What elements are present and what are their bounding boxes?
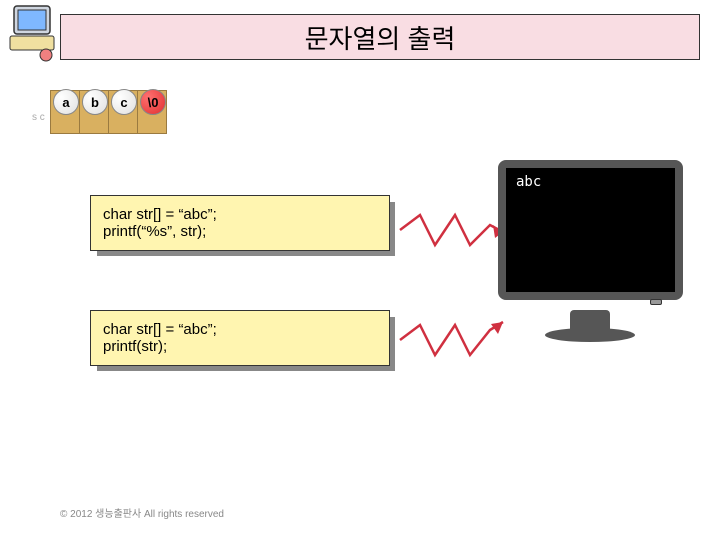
monitor-screen: abc: [498, 160, 683, 300]
corner-pc-icon: [8, 2, 62, 62]
array-cell: a: [50, 90, 80, 134]
monitor-stand: [570, 310, 610, 330]
monitor-output: abc: [516, 174, 541, 190]
array-illustration: s c a b c \0: [50, 90, 166, 134]
copyright-text: © 2012 생능출판사 All rights reserved: [60, 505, 224, 520]
code-line: printf(str);: [103, 338, 377, 355]
monitor-knob-icon: [650, 299, 662, 305]
array-cell: b: [79, 90, 109, 134]
code-line: char str[] = “abc”;: [103, 321, 377, 338]
array-cell-value: c: [111, 89, 137, 115]
array-cell-value: a: [53, 89, 79, 115]
array-cell: \0: [137, 90, 167, 134]
array-side-label: s c: [32, 112, 45, 123]
code-block-2: char str[] = “abc”; printf(str);: [90, 310, 390, 366]
title-text: 문자열의 출력: [305, 19, 456, 56]
monitor-illustration: abc: [480, 150, 700, 385]
title-bar: 문자열의 출력: [60, 14, 700, 60]
array-cell: c: [108, 90, 138, 134]
array-cell-value: \0: [140, 89, 166, 115]
code-line: printf(“%s”, str);: [103, 223, 377, 240]
array-cell-value: b: [82, 89, 108, 115]
monitor-base: [545, 328, 635, 342]
code-line: char str[] = “abc”;: [103, 206, 377, 223]
code-block-1: char str[] = “abc”; printf(“%s”, str);: [90, 195, 390, 251]
